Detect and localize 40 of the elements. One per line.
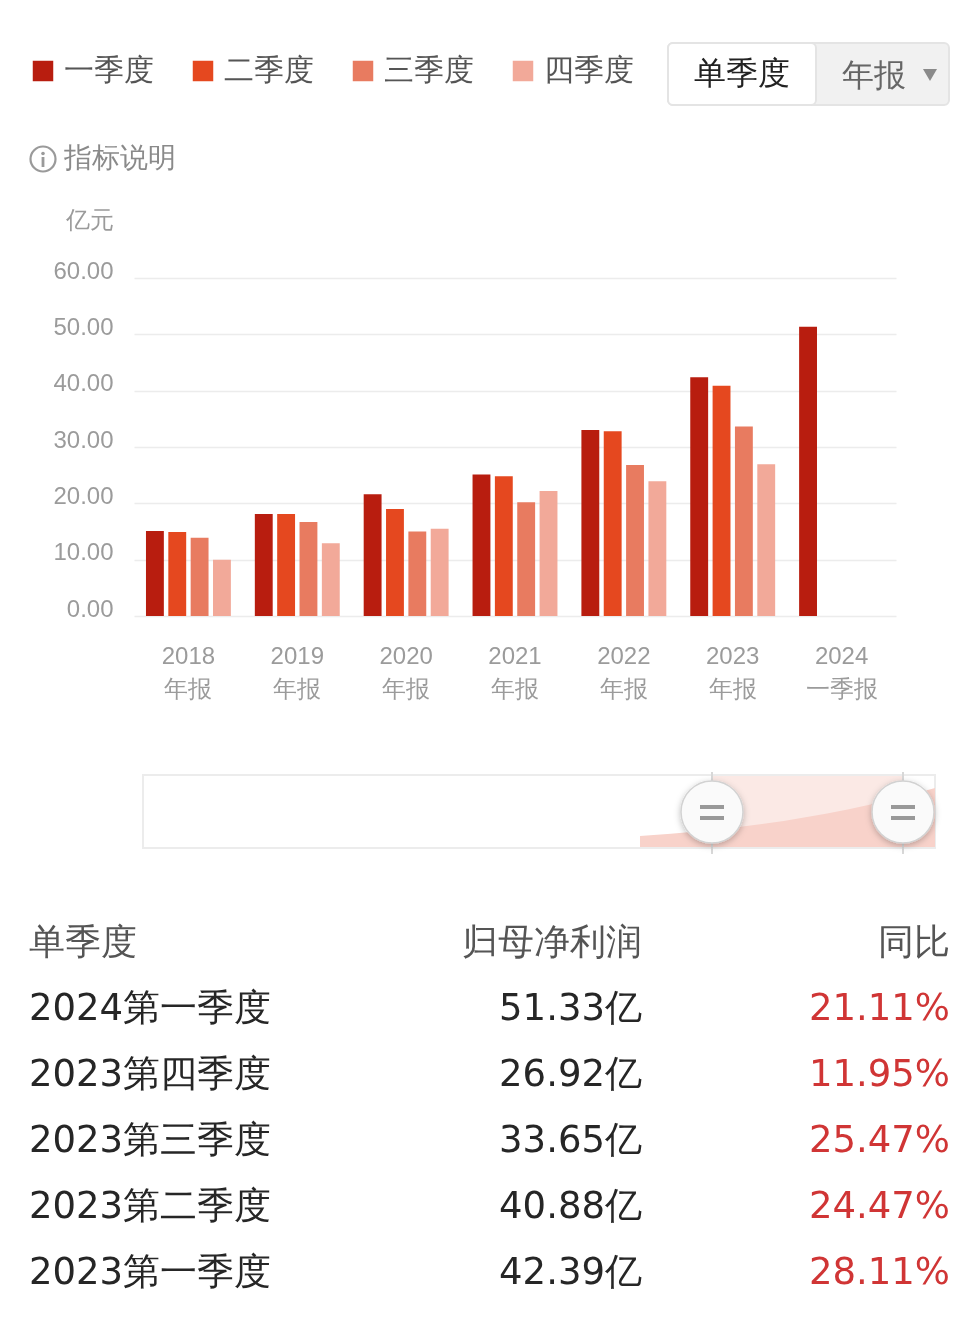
text: 2023第二季度 bbox=[29, 1184, 272, 1227]
y-tick-label: 60.00 bbox=[53, 256, 114, 284]
text: 25.47% bbox=[808, 1118, 950, 1161]
legend-label: 四季度 bbox=[544, 53, 634, 86]
x-tick-label: 2019 年报 bbox=[270, 641, 324, 702]
text: 指标说明 bbox=[64, 141, 176, 174]
x-tick-label: 2018 年报 bbox=[161, 641, 216, 702]
y-tick-label: 0.00 bbox=[66, 594, 114, 622]
x-tick-label: 2021 年报 bbox=[488, 641, 542, 702]
text: 单季度 bbox=[29, 921, 137, 962]
text: 42.39亿 bbox=[499, 1250, 642, 1293]
text: 21.11% bbox=[808, 986, 950, 1029]
x-tick-label: 2024 一季报 bbox=[805, 641, 878, 702]
y-tick-label: 50.00 bbox=[53, 312, 114, 340]
x-tick-label: 2023 年报 bbox=[706, 641, 760, 702]
text: 51.33亿 bbox=[499, 986, 642, 1029]
segmented-control: 单季度 年报 bbox=[667, 42, 950, 106]
text: 28.11% bbox=[808, 1250, 950, 1293]
selected-tab: 单季度 bbox=[667, 42, 817, 106]
text: 24.47% bbox=[808, 1184, 950, 1227]
y-tick-label: 20.00 bbox=[53, 481, 114, 509]
text: 2023第四季度 bbox=[29, 1052, 272, 1095]
legend-label: 三季度 bbox=[384, 53, 474, 86]
text: 33.65亿 bbox=[499, 1118, 642, 1161]
x-tick-label: 2022 年报 bbox=[597, 641, 651, 702]
text: 26.92亿 bbox=[499, 1052, 642, 1095]
x-tick-label: 2020 年报 bbox=[379, 641, 433, 702]
text: 2024第一季度 bbox=[29, 986, 272, 1029]
legend-label: 二季度 bbox=[224, 53, 314, 86]
text: 11.95% bbox=[808, 1052, 950, 1095]
legend-label: 一季度 bbox=[64, 53, 154, 86]
text: 2023第一季度 bbox=[29, 1250, 272, 1293]
y-tick-label: 40.00 bbox=[53, 369, 114, 397]
y-tick-label: 30.00 bbox=[53, 425, 114, 453]
text: 40.88亿 bbox=[499, 1184, 642, 1227]
text: 归母净利润 bbox=[462, 921, 642, 962]
text: 同比 bbox=[878, 921, 950, 962]
text: 2023第三季度 bbox=[29, 1118, 272, 1161]
y-tick-label: 10.00 bbox=[53, 538, 114, 566]
y-axis-title: 亿元 bbox=[64, 205, 114, 233]
